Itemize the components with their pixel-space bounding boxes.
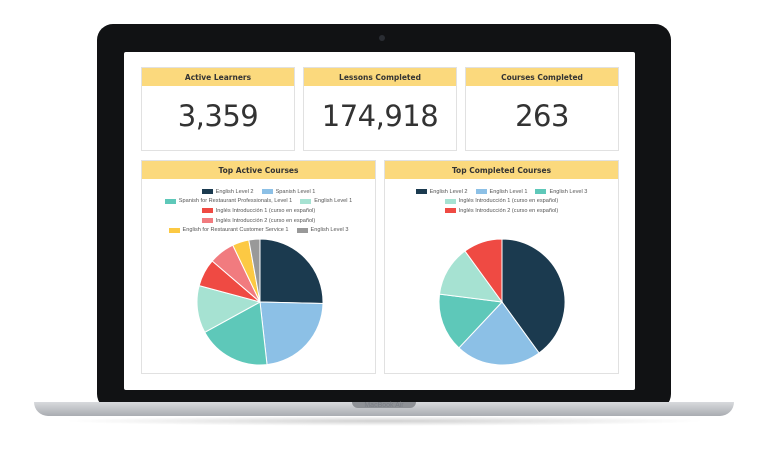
legend-item[interactable]: English Level 1 bbox=[475, 188, 528, 195]
legend-item[interactable]: Spanish for Restaurant Professionals, Le… bbox=[164, 198, 293, 205]
kpi-value: 174,918 bbox=[321, 99, 439, 133]
legend-swatch bbox=[300, 198, 312, 204]
legend-row: Inglés Introducción 2 (curso en español) bbox=[142, 216, 375, 226]
kpi-title: Courses Completed bbox=[466, 68, 618, 86]
legend-swatch bbox=[535, 189, 547, 195]
pie-slice[interactable] bbox=[248, 238, 261, 303]
legend-item[interactable]: Inglés Introducción 2 (curso en español) bbox=[444, 207, 559, 214]
legend-item[interactable]: English Level 1 bbox=[300, 198, 352, 204]
kpi-value: 3,359 bbox=[177, 99, 259, 133]
kpi-card-courses-completed: Courses Completed 263 bbox=[465, 67, 619, 151]
kpi-card-active-learners: Active Learners 3,359 bbox=[141, 67, 295, 151]
laptop-shadow bbox=[60, 416, 708, 426]
legend-label: English Level 2 bbox=[215, 188, 254, 195]
panel-title: Top Active Courses bbox=[142, 161, 375, 179]
pie-slice[interactable] bbox=[458, 301, 540, 366]
pie-chart-active bbox=[196, 238, 324, 366]
legend-swatch bbox=[201, 218, 213, 224]
device-brand-label: MacBook Air bbox=[364, 402, 404, 409]
legend-item[interactable]: English Level 3 bbox=[535, 189, 587, 195]
legend-label: Inglés Introducción 2 (curso en español) bbox=[215, 217, 316, 224]
legend-label: English Level 1 bbox=[489, 188, 528, 195]
kpi-title: Active Learners bbox=[142, 68, 294, 86]
kpi-card-lessons-completed: Lessons Completed 174,918 bbox=[303, 67, 457, 151]
legend-label: English Level 1 bbox=[314, 198, 353, 205]
legend-item[interactable]: Inglés Introducción 1 (curso en español) bbox=[444, 198, 559, 205]
pie-slice[interactable] bbox=[501, 238, 566, 354]
legend-swatch bbox=[444, 198, 456, 204]
legend-row: Inglés Introducción 1 (curso en español) bbox=[142, 206, 375, 216]
legend-swatch bbox=[201, 208, 213, 214]
legend-item[interactable]: English Level 3 bbox=[296, 227, 349, 234]
legend-swatch bbox=[296, 227, 308, 233]
chart-legend: English Level 2 English Level 1 English Le… bbox=[385, 187, 618, 216]
panel-top-active-courses: Top Active Courses English Level 2 Spanis… bbox=[141, 160, 376, 374]
dashboard-screen: Active Learners 3,359 Lessons Completed … bbox=[124, 52, 635, 390]
kpi-title: Lessons Completed bbox=[304, 68, 456, 86]
legend-row: English Level 2 English Level 1 English Le… bbox=[385, 187, 618, 197]
panel-title: Top Completed Courses bbox=[385, 161, 618, 179]
legend-label: Inglés Introducción 1 (curso en español) bbox=[215, 207, 316, 214]
legend-row: English Level 2 Spanish Level 1 bbox=[142, 187, 375, 197]
legend-label: Inglés Introducción 1 (curso en español) bbox=[458, 198, 559, 205]
legend-item[interactable]: Inglés Introducción 1 (curso en español) bbox=[201, 207, 316, 214]
legend-label: English Level 2 bbox=[429, 188, 468, 195]
legend-swatch bbox=[201, 189, 213, 195]
pie-slice[interactable] bbox=[259, 301, 324, 366]
legend-label: Inglés Introducción 2 (curso en español) bbox=[458, 207, 559, 214]
legend-label: English Level 3 bbox=[549, 188, 588, 195]
legend-item[interactable]: English Level 2 bbox=[201, 188, 254, 195]
legend-swatch bbox=[444, 208, 456, 214]
laptop-base bbox=[34, 402, 734, 416]
pie-slice[interactable] bbox=[204, 301, 268, 366]
legend-label: English Level 3 bbox=[310, 227, 349, 234]
pie-slice[interactable] bbox=[464, 238, 503, 304]
legend-item[interactable]: Inglés Introducción 2 (curso en español) bbox=[201, 217, 316, 224]
panel-top-completed-courses: Top Completed Courses English Level 2 Eng… bbox=[384, 160, 619, 374]
legend-row: Spanish for Restaurant Professionals, Le… bbox=[142, 197, 375, 207]
legend-row: Inglés Introducción 1 (curso en español) bbox=[385, 197, 618, 207]
legend-item[interactable]: English for Restaurant Customer Service … bbox=[168, 227, 289, 234]
legend-row: Inglés Introducción 2 (curso en español) bbox=[385, 206, 618, 216]
legend-label: Spanish for Restaurant Professionals, Le… bbox=[178, 198, 293, 205]
pie-chart-completed bbox=[438, 238, 566, 366]
camera-icon bbox=[379, 35, 385, 41]
legend-swatch bbox=[168, 227, 180, 233]
legend-label: English for Restaurant Customer Service … bbox=[182, 227, 289, 234]
legend-item[interactable]: Spanish Level 1 bbox=[261, 188, 316, 195]
legend-swatch bbox=[261, 189, 273, 195]
pie-slice[interactable] bbox=[438, 293, 504, 349]
pie-slice[interactable] bbox=[259, 238, 324, 305]
legend-label: Spanish Level 1 bbox=[275, 188, 316, 195]
legend-item[interactable]: English Level 2 bbox=[415, 188, 468, 195]
laptop-hinge-notch bbox=[352, 402, 416, 408]
kpi-value: 263 bbox=[515, 99, 569, 133]
legend-row: English for Restaurant Customer Service … bbox=[142, 225, 375, 235]
legend-swatch bbox=[164, 198, 176, 204]
chart-legend: English Level 2 Spanish Level 1 Spanish fo… bbox=[142, 187, 375, 235]
legend-swatch bbox=[475, 189, 487, 195]
legend-swatch bbox=[415, 189, 427, 195]
